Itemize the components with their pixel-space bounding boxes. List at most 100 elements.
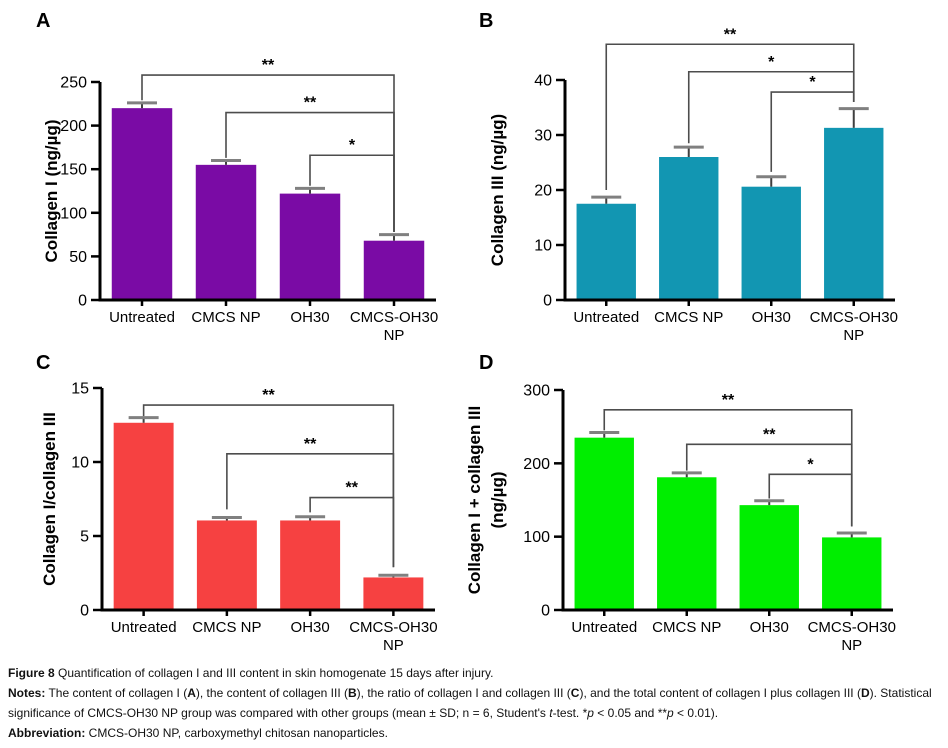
y-tick-label: 50: [69, 249, 87, 266]
y-tick-label: 200: [60, 118, 87, 135]
caption-segment: Abbreviation:: [8, 726, 86, 740]
bar-c-0: [113, 422, 174, 610]
caption-segment: ), the ratio of collagen I and collagen …: [356, 686, 571, 700]
y-tick-label: 10: [534, 238, 552, 255]
caption-segment: -test. *: [552, 706, 588, 720]
caption-segment: D: [860, 686, 870, 700]
y-tick-label: 150: [60, 162, 87, 179]
x-category-label: NP: [841, 637, 862, 654]
y-tick-label: 30: [534, 128, 552, 145]
x-category-label: CMCS NP: [191, 309, 260, 326]
caption-segment: ), the content of collagen III (: [195, 686, 348, 700]
bar-chart-b: 0 10 20 30 40 Untreated CMCS NP OH30 CMCS-OH30NP…: [488, 26, 898, 344]
significance-bracket: [605, 43, 855, 190]
caption-segment: CMCS-OH30 NP, carboxymethyl chitosan nan…: [85, 726, 388, 740]
y-tick-label: 5: [80, 529, 89, 546]
x-category-label: CMCS NP: [192, 619, 261, 636]
caption-segment: p: [587, 706, 594, 720]
bar-c-2: [280, 520, 341, 610]
significance-bracket: [770, 91, 855, 172]
significance-bracket: [687, 70, 855, 144]
bar-d-0: [574, 437, 634, 610]
y-tick-label: 40: [534, 73, 552, 90]
y-tick-label: 0: [543, 293, 552, 310]
y-axis-title: Collagen I/collagen III: [40, 412, 59, 586]
chart-collagen-total: 0 100 200 300 Untreated CMCS NP OH30 CMCS-OH30 N…: [462, 352, 948, 658]
panel-letter-c: C: [36, 352, 51, 374]
significance-label: **: [346, 480, 359, 497]
bar-d-1: [657, 477, 717, 610]
y-tick-label: 300: [523, 383, 550, 400]
x-category-label: OH30: [752, 309, 791, 326]
x-category-label: NP: [384, 327, 405, 344]
significance-bracket: [309, 154, 395, 232]
bar-d-3: [822, 537, 882, 610]
significance-bracket: [603, 409, 853, 527]
bar-b-1: [659, 157, 719, 300]
significance-label: *: [807, 456, 814, 473]
y-tick-label: 10: [71, 455, 89, 472]
significance-label: *: [768, 54, 775, 71]
bar-c-1: [196, 520, 257, 610]
significance-label: *: [349, 137, 356, 154]
y-tick-label: 0: [80, 603, 89, 620]
y-axis-title: Collagen III (ng/µg): [488, 114, 507, 266]
significance-label: **: [262, 57, 275, 74]
x-category-label: CMCS NP: [652, 619, 721, 636]
x-category-label: Untreated: [109, 309, 175, 326]
x-category-label: NP: [383, 637, 404, 654]
y-tick-label: 250: [60, 75, 87, 92]
y-axis-title: Collagen I (ng/µg): [42, 120, 61, 263]
bar-a-1: [195, 164, 257, 300]
x-category-label: OH30: [291, 619, 330, 636]
significance-label: *: [809, 74, 816, 91]
chart-collagen-3: 0 10 20 30 40 Untreated CMCS NP OH30 CMCS-OH30 NP…: [462, 10, 948, 350]
caption-segment: A: [187, 686, 196, 700]
y-tick-label: 0: [541, 603, 550, 620]
caption-segment: ), and the total content of collagen I p…: [579, 686, 861, 700]
caption-segment: The content of collagen I (: [45, 686, 188, 700]
significance-label: **: [304, 95, 317, 112]
caption-segment: t: [549, 706, 553, 720]
caption-segment: B: [347, 686, 357, 700]
bar-a-3: [363, 240, 425, 300]
caption-segment: < 0.01).: [673, 706, 719, 720]
x-category-label: CMCS-OH30: [810, 309, 898, 326]
chart-collagen-1: 0 50 100 150 200 250 Untreated CMCS NP OH30 CMCS-…: [30, 10, 478, 350]
caption-segment: Notes:: [8, 686, 46, 700]
y-tick-label: 15: [71, 381, 89, 398]
x-category-label: NP: [843, 327, 864, 344]
caption-segment: Figure 8: [8, 666, 55, 680]
x-category-label: CMCS-OH30: [349, 619, 437, 636]
caption-segment: ). Statistical significance of CMCS-OH30…: [8, 686, 932, 720]
figure-caption: Figure 8 Quantification of collagen I an…: [8, 663, 942, 743]
caption-segment: Quantification of collagen I and III con…: [54, 666, 494, 680]
significance-label: **: [724, 26, 737, 43]
x-category-label: CMCS-OH30: [350, 309, 438, 326]
significance-bracket: [141, 74, 395, 232]
x-category-label: Untreated: [571, 619, 637, 636]
y-tick-label: 0: [78, 293, 87, 310]
significance-bracket: [309, 496, 395, 568]
y-tick-label: 100: [60, 205, 87, 222]
bar-b-3: [824, 127, 884, 300]
bar-chart-d: 0 100 200 300 Untreated CMCS NP OH30 CMCS-OH30N…: [465, 383, 896, 655]
bar-b-2: [741, 186, 801, 300]
x-category-label: Untreated: [111, 619, 177, 636]
bar-c-3: [363, 577, 424, 610]
y-axis-title: Collagen I + collagen III: [465, 406, 484, 594]
panel-letter-b: B: [479, 10, 494, 32]
significance-label: **: [304, 436, 317, 453]
bar-a-0: [111, 108, 173, 300]
x-category-label: OH30: [290, 309, 329, 326]
bar-d-2: [739, 505, 799, 610]
bar-chart-a: 0 50 100 150 200 250 Untreated CMCS NP OH30 CMCS-…: [42, 57, 438, 344]
panel-letter-a: A: [36, 10, 51, 32]
x-category-label: Untreated: [573, 309, 639, 326]
panel-letter-d: D: [479, 352, 494, 374]
y-tick-label: 100: [523, 529, 550, 546]
caption-segment: C: [570, 686, 580, 700]
y-tick-label: 200: [523, 456, 550, 473]
